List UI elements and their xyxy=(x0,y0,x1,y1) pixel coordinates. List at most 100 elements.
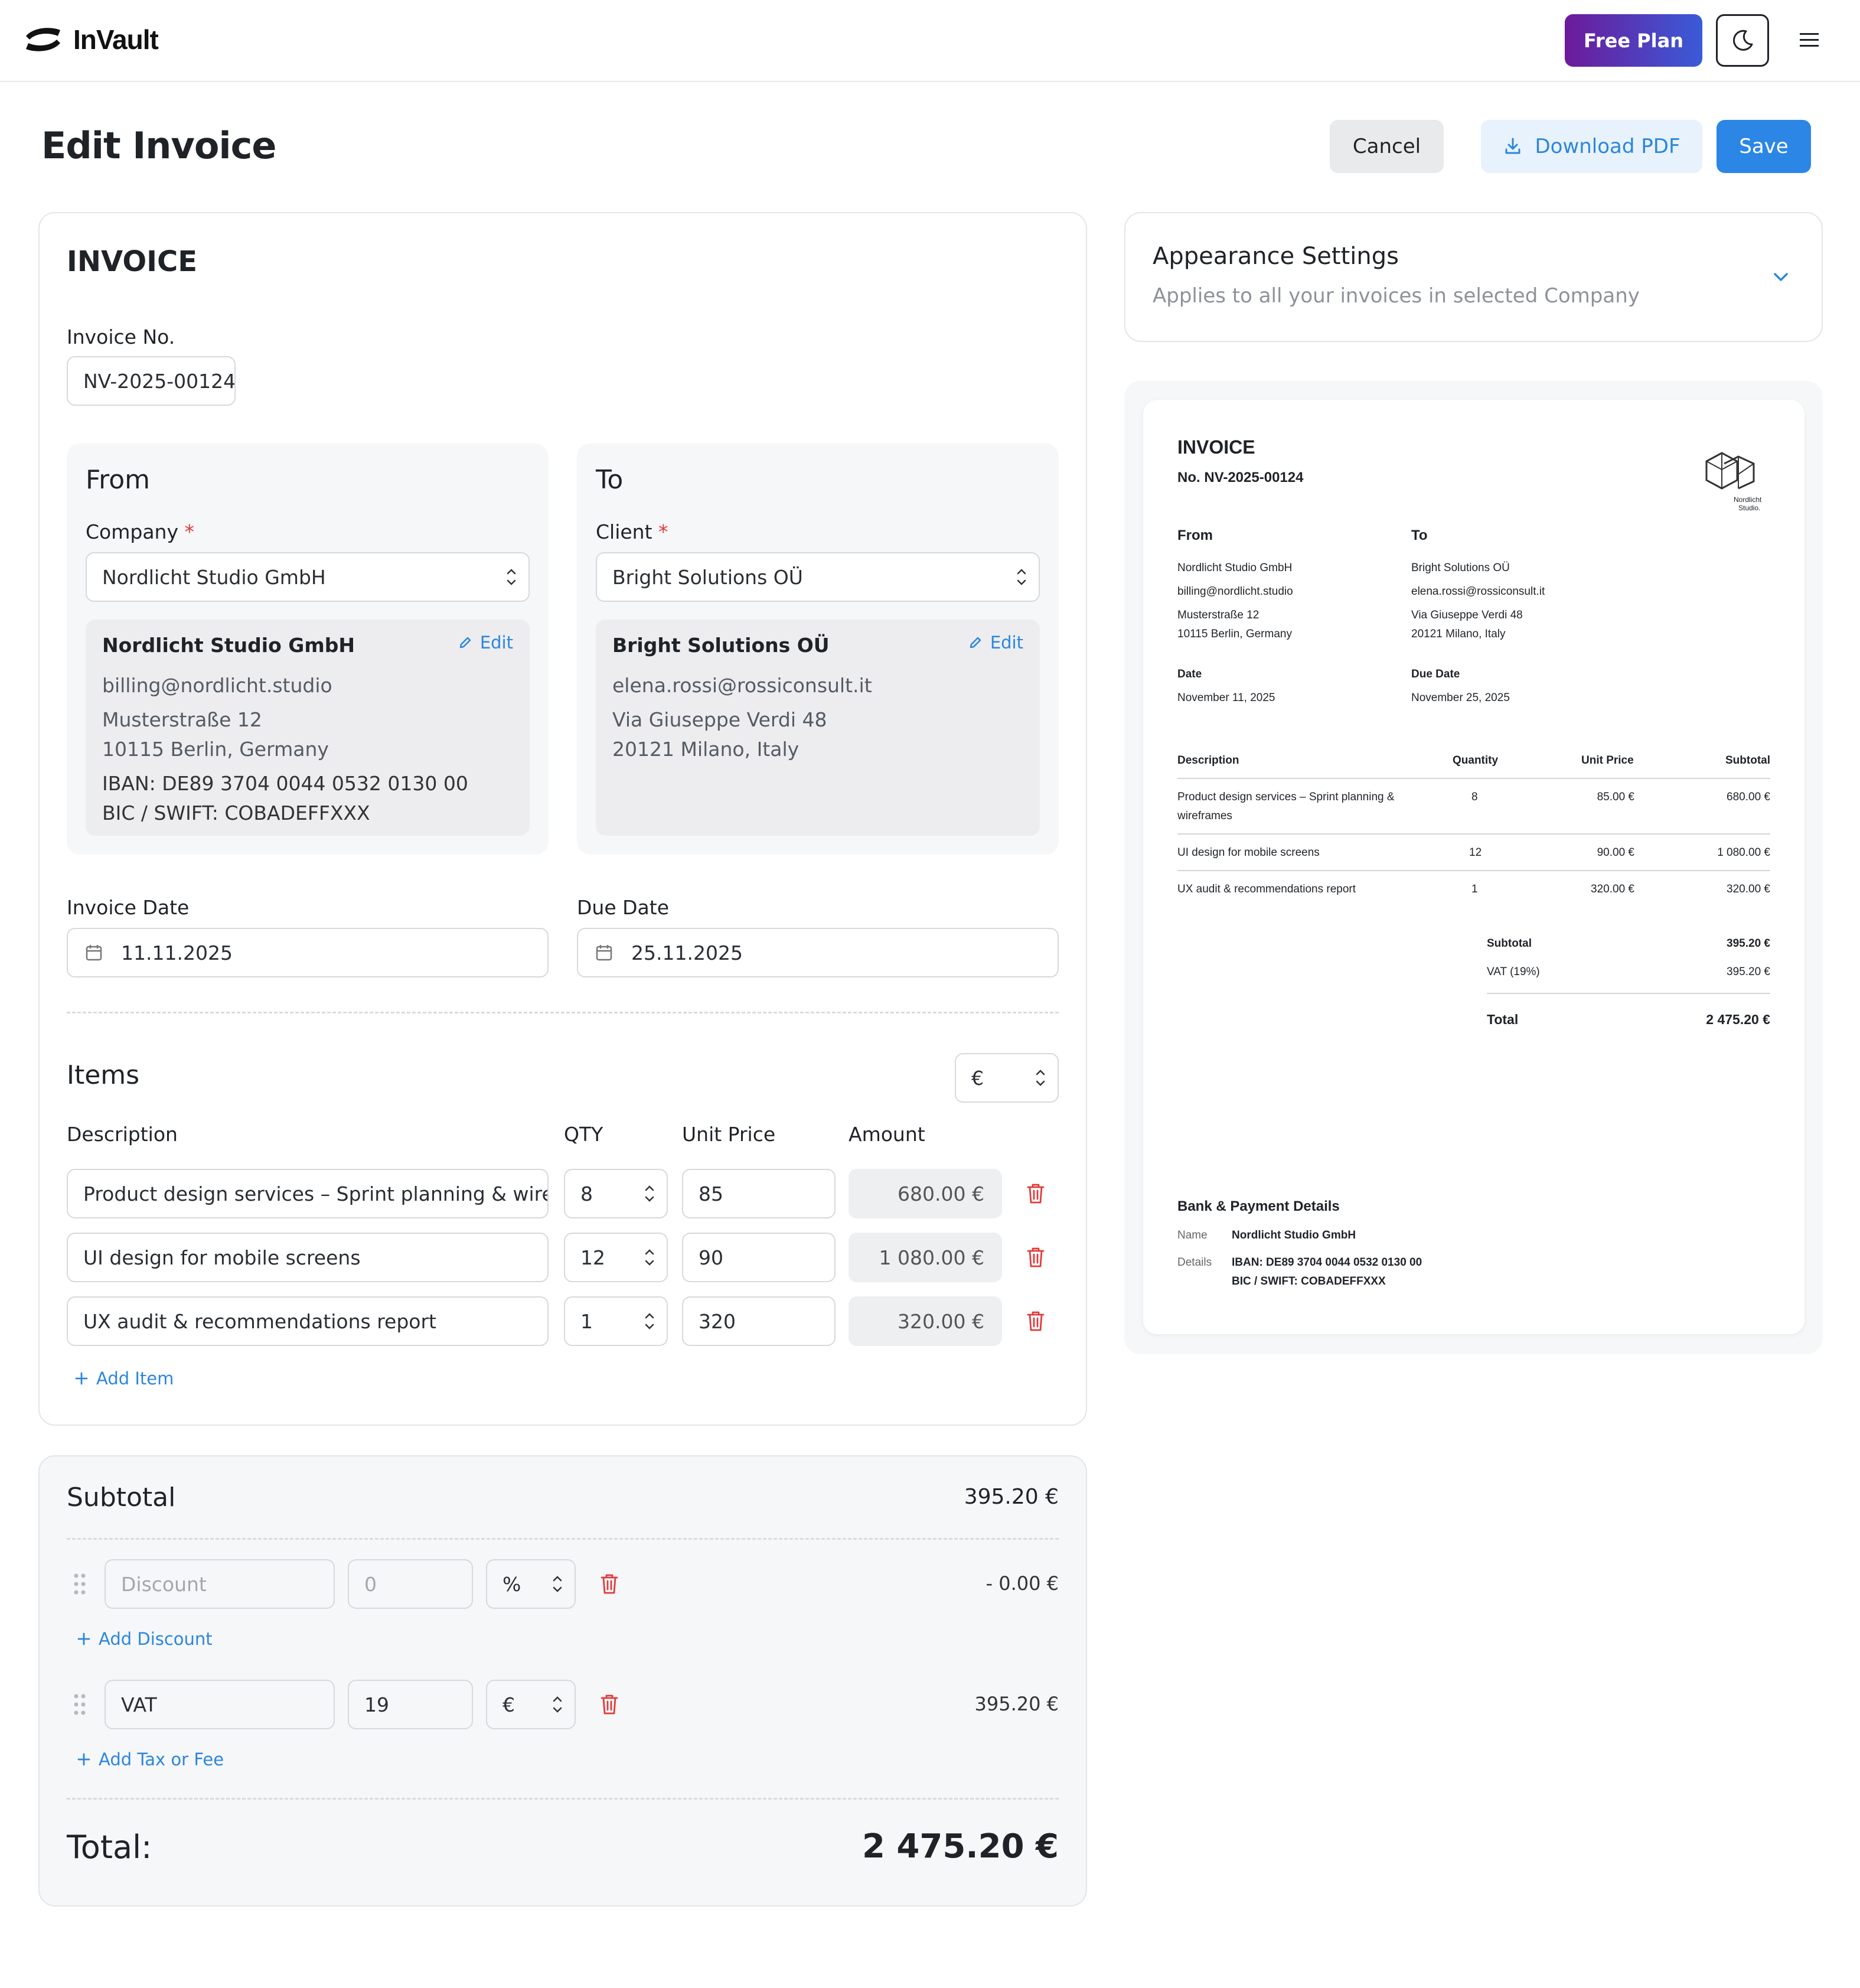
totals-card: Subtotal 395.20 € Discount 0 % - 0.00 € … xyxy=(38,1455,1087,1906)
from-panel: From Company * Nordlicht Studio GmbH Nor… xyxy=(67,444,549,855)
cancel-button[interactable]: Cancel xyxy=(1330,120,1444,173)
item-description-input[interactable]: Product design services – Sprint plannin… xyxy=(67,1169,549,1218)
download-pdf-label: Download PDF xyxy=(1535,135,1680,158)
preview-to-line: Bright Solutions OÜ xyxy=(1411,562,1510,574)
to-panel: To Client * Bright Solutions OÜ Bright S… xyxy=(577,444,1059,855)
due-date-label: Due Date xyxy=(577,896,669,919)
currency-select-value: € xyxy=(971,1066,984,1090)
preview-row-rule xyxy=(1177,833,1770,835)
due-date-input[interactable]: 25.11.2025 xyxy=(577,928,1059,977)
add-tax-button[interactable]: Add Tax or Fee xyxy=(76,1749,224,1769)
preview-row-unit-price: 90.00 € xyxy=(1597,846,1634,859)
company-bic: BIC / SWIFT: COBADEFFXXX xyxy=(102,801,370,824)
preview-total-rule xyxy=(1487,993,1770,994)
theme-toggle-button[interactable] xyxy=(1716,14,1769,67)
edit-client-link[interactable]: Edit xyxy=(968,633,1023,653)
preview-details-iban: IBAN: DE89 3704 0044 0532 0130 00 xyxy=(1232,1256,1422,1269)
preview-col-subtotal: Subtotal xyxy=(1725,754,1770,767)
trash-icon[interactable] xyxy=(1026,1246,1046,1269)
item-amount: 680.00 € xyxy=(849,1169,1002,1218)
add-item-button[interactable]: Add Item xyxy=(74,1368,174,1389)
invoice-preview-paper: INVOICE No. NV-2025-00124 Nordlicht Stud… xyxy=(1143,400,1804,1334)
chevron-up-down-icon xyxy=(1036,1070,1045,1086)
plus-icon xyxy=(75,1372,88,1385)
preview-due-label: Due Date xyxy=(1411,668,1460,680)
preview-row-quantity: 12 xyxy=(1469,846,1482,859)
invoice-date-input[interactable]: 11.11.2025 xyxy=(67,928,549,977)
item-unit-price-input[interactable]: 320 xyxy=(682,1296,836,1346)
download-pdf-button[interactable]: Download PDF xyxy=(1481,120,1702,173)
menu-button[interactable] xyxy=(1796,26,1822,54)
preview-row-description: UI design for mobile screens xyxy=(1177,846,1320,859)
logo-icon xyxy=(26,28,60,51)
company-select[interactable]: Nordlicht Studio GmbH xyxy=(86,552,530,602)
item-unit-price-input[interactable]: 90 xyxy=(682,1233,836,1282)
subtotal-divider xyxy=(67,1538,1059,1540)
calendar-icon xyxy=(596,945,612,961)
preview-from-line: Musterstraße 12 xyxy=(1177,609,1259,621)
subtotal-label: Subtotal xyxy=(67,1482,176,1513)
item-unit-price-input[interactable]: 85 xyxy=(682,1169,836,1218)
discount-name-input[interactable]: Discount xyxy=(105,1559,335,1609)
drag-handle-icon[interactable] xyxy=(73,1693,87,1716)
preview-from-line: Nordlicht Studio GmbH xyxy=(1177,562,1293,574)
preview-col-quantity: Quantity xyxy=(1453,754,1499,767)
column-qty: QTY xyxy=(564,1123,603,1146)
client-email: elena.rossi@rossiconsult.it xyxy=(612,674,872,697)
invoice-number-input[interactable]: NV-2025-00124 xyxy=(67,356,236,406)
free-plan-button[interactable]: Free Plan xyxy=(1565,14,1702,67)
preview-heading: INVOICE xyxy=(1177,436,1255,458)
item-description-input[interactable]: UI design for mobile screens xyxy=(67,1233,549,1282)
column-description: Description xyxy=(67,1123,178,1146)
client-city: 20121 Milano, Italy xyxy=(612,738,800,761)
preview-row-subtotal: 320.00 € xyxy=(1727,883,1770,895)
discount-value-input[interactable]: 0 xyxy=(348,1559,473,1609)
preview-col-unit-price: Unit Price xyxy=(1581,754,1634,767)
brand-logo[interactable]: InVault xyxy=(22,24,159,56)
client-select-value: Bright Solutions OÜ xyxy=(612,565,803,589)
add-discount-button[interactable]: Add Discount xyxy=(76,1629,213,1649)
appearance-settings-card[interactable]: Appearance Settings Applies to all your … xyxy=(1124,212,1823,342)
tax-value-input[interactable]: 19 xyxy=(348,1680,473,1729)
spinner-icon[interactable] xyxy=(643,1308,656,1334)
invoice-preview: INVOICE No. NV-2025-00124 Nordlicht Stud… xyxy=(1124,381,1823,1354)
spinner-icon[interactable] xyxy=(643,1181,656,1207)
trash-icon[interactable] xyxy=(1026,1310,1046,1332)
drag-handle-icon[interactable] xyxy=(73,1572,87,1596)
preview-from-label: From xyxy=(1177,527,1213,543)
client-select[interactable]: Bright Solutions OÜ xyxy=(596,552,1040,602)
column-amount: Amount xyxy=(849,1123,925,1146)
trash-icon[interactable] xyxy=(599,1693,619,1716)
column-unit-price: Unit Price xyxy=(682,1123,776,1146)
tax-name-input[interactable]: VAT xyxy=(105,1680,335,1729)
from-heading: From xyxy=(86,465,151,495)
item-qty-value: 12 xyxy=(580,1246,605,1269)
currency-select[interactable]: € xyxy=(955,1053,1059,1103)
preview-vat-label: VAT (19%) xyxy=(1487,966,1540,978)
page-title: Edit Invoice xyxy=(41,124,276,167)
trash-icon[interactable] xyxy=(1026,1182,1046,1205)
preview-vat-value: 395.20 € xyxy=(1727,966,1770,978)
item-amount: 1 080.00 € xyxy=(849,1233,1002,1282)
tax-unit-select[interactable]: € xyxy=(486,1680,576,1729)
preview-date-value: November 11, 2025 xyxy=(1177,692,1275,704)
preview-row-unit-price: 85.00 € xyxy=(1597,791,1634,803)
preview-row-subtotal: 680.00 € xyxy=(1727,791,1770,803)
item-qty-input[interactable]: 8 xyxy=(564,1169,668,1218)
item-qty-input[interactable]: 12 xyxy=(564,1233,668,1282)
preview-to-line: Via Giuseppe Verdi 48 xyxy=(1411,609,1523,621)
plus-icon xyxy=(77,1632,90,1645)
chevron-up-down-icon xyxy=(553,1696,562,1713)
discount-unit-select[interactable]: % xyxy=(486,1559,576,1609)
save-button[interactable]: Save xyxy=(1717,120,1811,173)
item-qty-input[interactable]: 1 xyxy=(564,1296,668,1346)
company-city: 10115 Berlin, Germany xyxy=(102,738,329,761)
appearance-title: Appearance Settings xyxy=(1153,243,1399,270)
preview-col-description: Description xyxy=(1177,754,1239,767)
edit-company-link[interactable]: Edit xyxy=(458,633,513,653)
item-description-input[interactable]: UX audit & recommendations report xyxy=(67,1296,549,1346)
trash-icon[interactable] xyxy=(599,1573,619,1595)
calendar-icon xyxy=(86,945,102,961)
spinner-icon[interactable] xyxy=(643,1244,656,1270)
chevron-down-icon[interactable] xyxy=(1770,266,1792,288)
